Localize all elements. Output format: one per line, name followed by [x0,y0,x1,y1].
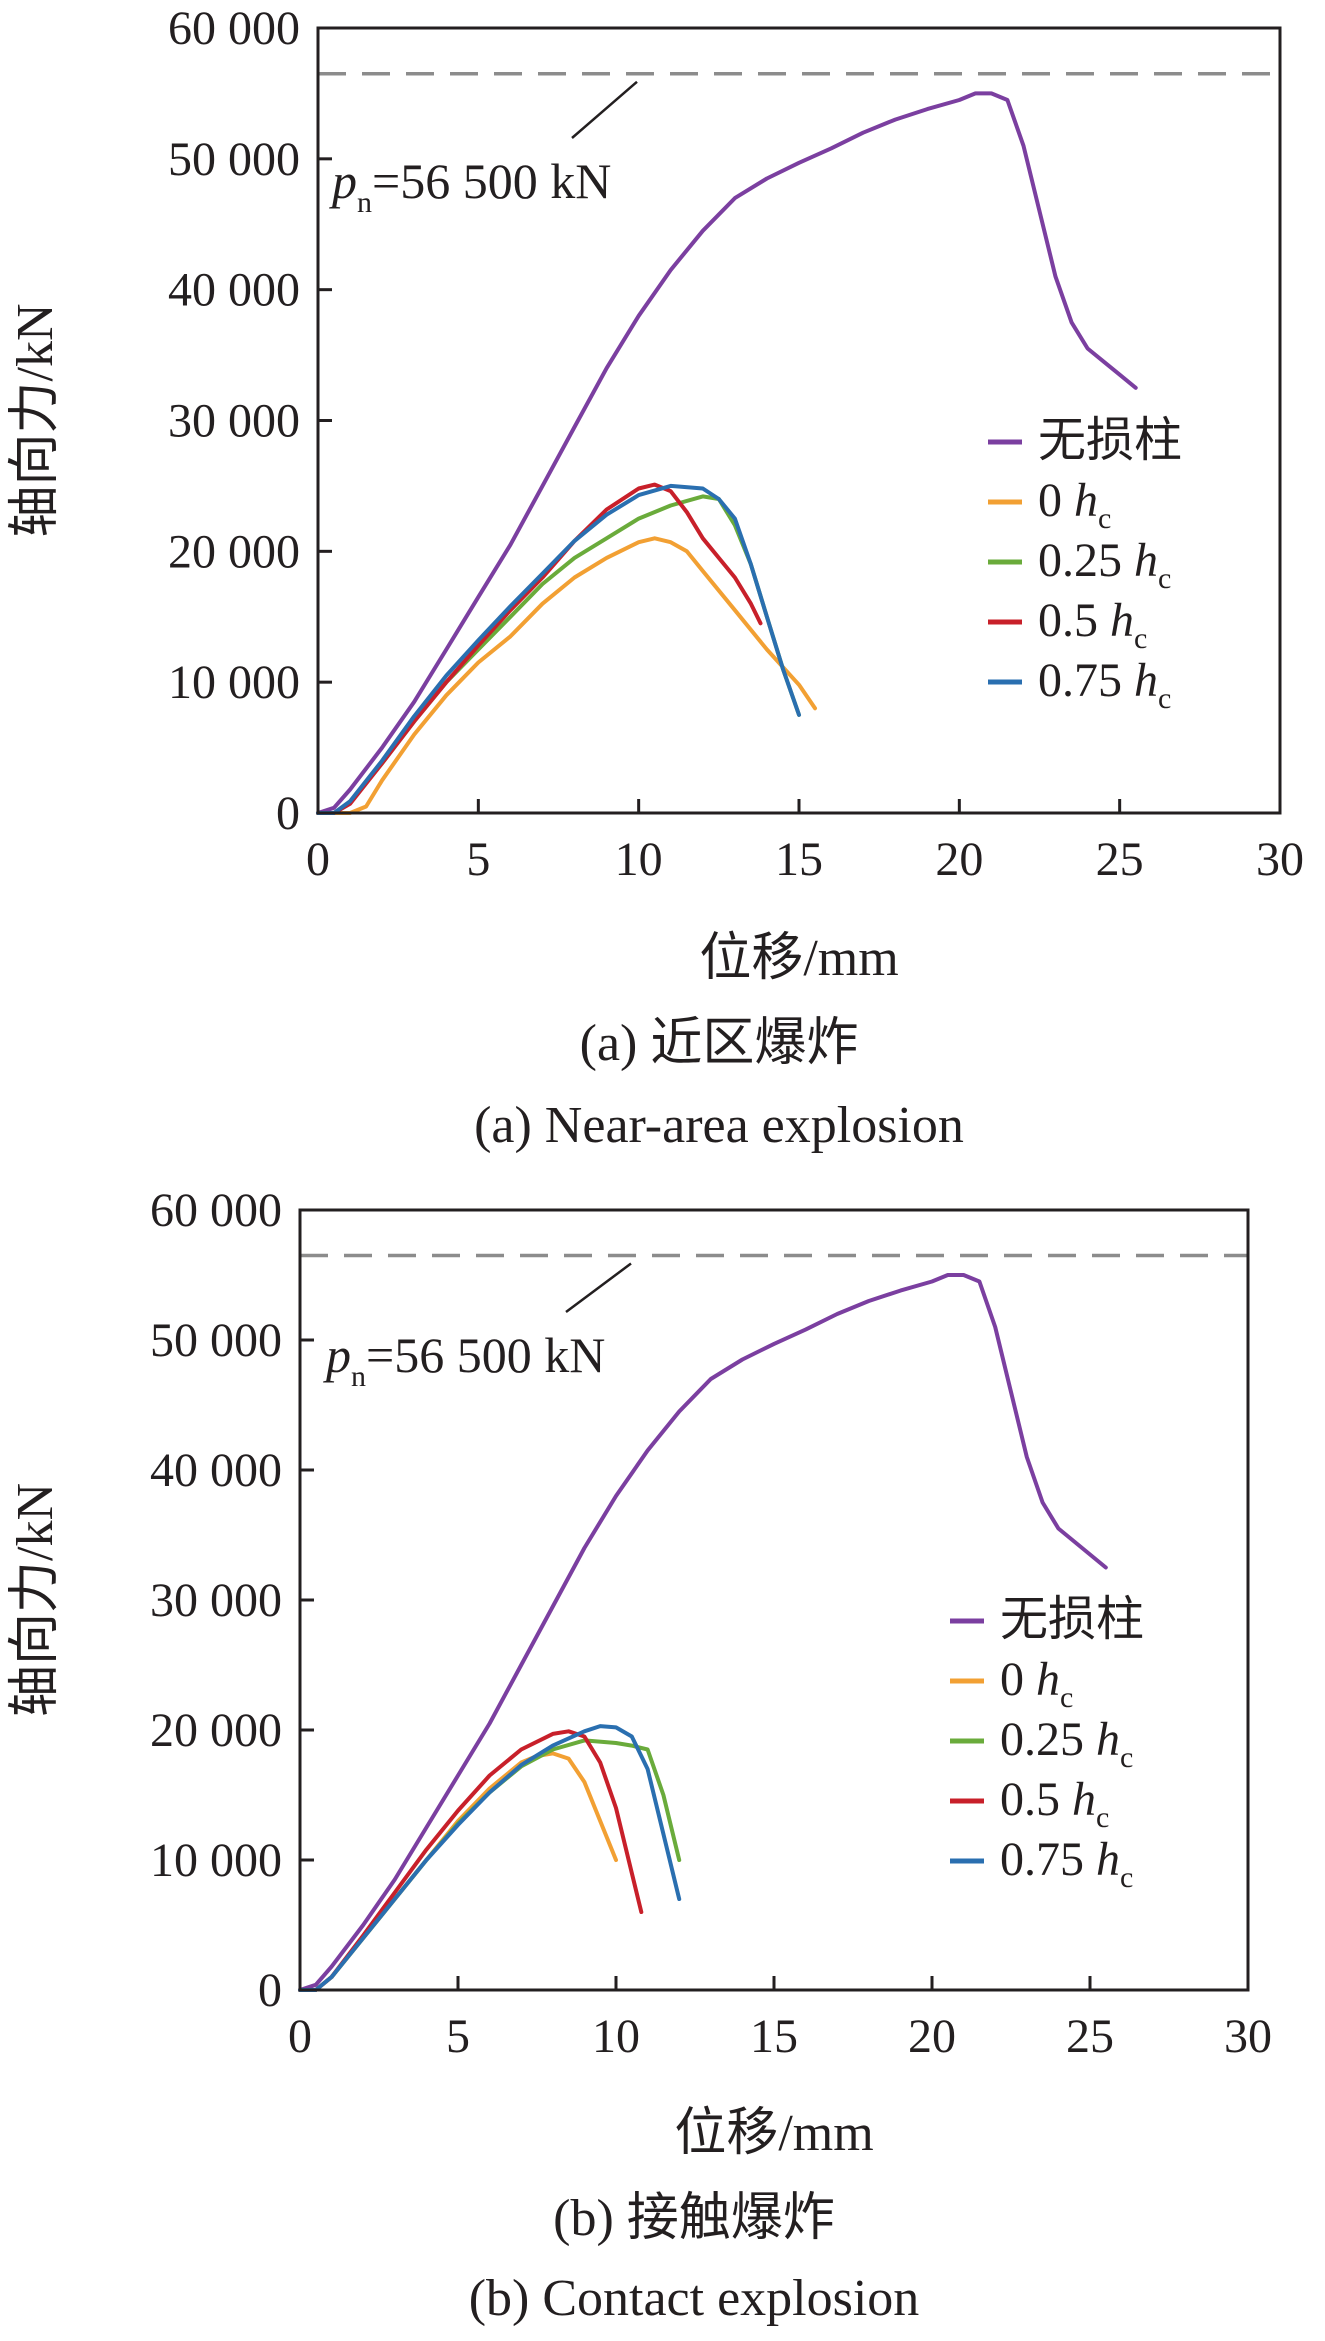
x-tick-label-0: 0 [288,2010,312,2063]
legend-name-1: 0 [1000,1653,1036,1706]
y-tick-label-1: 10 000 [168,656,300,709]
y-tick-label-3: 30 000 [168,395,300,448]
legend-unit-subscript-3: c [1134,622,1147,655]
legend-name-0: 无损柱 [1000,1593,1144,1646]
y-tick-label-2: 20 000 [150,1704,282,1757]
caption-cn: (b) 接触爆炸 [553,2190,835,2247]
x-tick-label-2: 10 [615,833,663,886]
y-tick-label-6: 60 000 [150,1184,282,1237]
x-tick-label-5: 25 [1066,2010,1114,2063]
chart-a: 0 5 10 15 20 25 30 0 10 000 20 000 30 000 40 000 50 … [7,2,1304,1154]
caption-en: (b) Contact explosion [469,2270,920,2327]
x-tick-label-6: 30 [1256,833,1304,886]
legend-unit-subscript-1: c [1098,502,1111,535]
legend-unit-symbol-1: h [1036,1653,1060,1706]
annotation-subscript: n [351,1360,366,1393]
legend-unit-subscript-1: c [1060,1681,1073,1714]
legend-name-1: 0 [1038,474,1074,527]
legend-name-2: 0.25 [1038,534,1134,587]
y-tick-label-4: 40 000 [150,1444,282,1497]
annotation-leader [565,1262,632,1314]
annotation-label: pn=56 500 kN [323,1327,605,1393]
legend-name-3: 0.5 [1000,1773,1072,1826]
legend-unit-symbol-4: h [1134,654,1158,707]
annotation-label: pn=56 500 kN [329,153,611,219]
legend-label-4: 0.75 hc [1038,654,1171,715]
annotation-value: =56 500 kN [372,153,611,209]
legend-unit-subscript-3: c [1096,1801,1109,1834]
caption-en: (a) Near-area explosion [474,1097,964,1154]
y-tick-label-5: 50 000 [168,133,300,186]
chart-b: 0 5 10 15 20 25 30 0 10 000 20 000 30 000 40 000 50 … [7,1184,1272,2327]
x-tick-label-2: 10 [592,2010,640,2063]
legend-unit-symbol-3: h [1110,594,1134,647]
legend-label-1: 0 hc [1000,1653,1073,1714]
x-tick-label-1: 5 [446,2010,470,2063]
x-tick-label-6: 30 [1224,2010,1272,2063]
series-line-0 [298,1273,1108,1992]
legend-label-1: 0 hc [1038,474,1111,535]
annotation-leader [571,80,638,139]
annotation-symbol: p [323,1327,351,1383]
legend-unit-symbol-2: h [1134,534,1158,587]
series-line-1 [316,536,817,815]
x-tick-label-4: 20 [935,833,983,886]
y-tick-label-0: 0 [276,787,300,840]
legend-label-0: 无损柱 [1000,1593,1144,1646]
legend-unit-subscript-2: c [1158,562,1171,595]
x-tick-label-0: 0 [306,833,330,886]
legend-label-2: 0.25 hc [1038,534,1171,595]
series-line-3 [316,482,763,815]
caption-cn: (a) 近区爆炸 [580,1015,859,1072]
x-tick-label-3: 15 [775,833,823,886]
x-axis-label: 位移/mm [674,2105,873,2162]
series-line-0 [316,91,1138,815]
x-tick-label-1: 5 [466,833,490,886]
x-tick-label-3: 15 [750,2010,798,2063]
y-tick-label-1: 10 000 [150,1834,282,1887]
annotation-symbol: p [329,153,357,209]
legend-label-3: 0.5 hc [1038,594,1147,655]
legend-name-2: 0.25 [1000,1713,1096,1766]
y-axis-label: 轴向力/kN [7,1483,64,1717]
x-tick-label-4: 20 [908,2010,956,2063]
y-tick-label-0: 0 [258,1964,282,2017]
legend-unit-symbol-4: h [1096,1833,1120,1886]
y-tick-label-6: 60 000 [168,2,300,55]
y-tick-label-2: 20 000 [168,525,300,578]
legend-name-4: 0.75 [1038,654,1134,707]
series-line-4 [316,483,801,815]
annotation-subscript: n [357,186,372,219]
legend-label-0: 无损柱 [1038,414,1182,467]
legend-label-2: 0.25 hc [1000,1713,1133,1774]
y-tick-label-5: 50 000 [150,1314,282,1367]
legend-name-0: 无损柱 [1038,414,1182,467]
legend-label-4: 0.75 hc [1000,1833,1133,1894]
legend-unit-symbol-2: h [1096,1713,1120,1766]
x-axis-label: 位移/mm [699,930,898,987]
legend-unit-subscript-4: c [1158,682,1171,715]
legend-unit-subscript-4: c [1120,1861,1133,1894]
series-line-4 [298,1724,682,1992]
legend-label-3: 0.5 hc [1000,1773,1109,1834]
annotation-value: =56 500 kN [366,1327,605,1383]
y-tick-label-4: 40 000 [168,264,300,317]
y-tick-label-3: 30 000 [150,1574,282,1627]
legend-unit-symbol-1: h [1074,474,1098,527]
y-axis-label: 轴向力/kN [7,303,64,537]
legend-unit-symbol-3: h [1072,1773,1096,1826]
x-tick-label-5: 25 [1096,833,1144,886]
legend-name-4: 0.75 [1000,1833,1096,1886]
legend-unit-subscript-2: c [1120,1741,1133,1774]
legend-name-3: 0.5 [1038,594,1110,647]
